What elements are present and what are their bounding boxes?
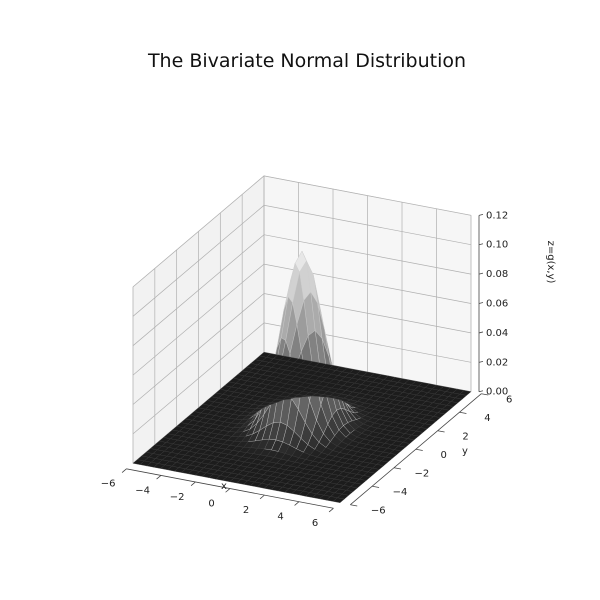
- y-tick-mark: [459, 411, 467, 414]
- y-tick-mark: [415, 448, 423, 451]
- y-tick-mark: [437, 430, 445, 433]
- y-tick-label: −4: [393, 487, 408, 498]
- z-tick-label: 0.06: [486, 299, 508, 310]
- z-tick-mark: [478, 213, 484, 216]
- x-tick-mark: [328, 507, 334, 513]
- x-tick-mark: [190, 481, 196, 486]
- z-tick-mark: [478, 331, 484, 334]
- y-tick-mark: [393, 467, 401, 470]
- y-tick-label: 0: [441, 450, 447, 461]
- z-tick-mark: [478, 243, 484, 246]
- x-tick-mark: [225, 488, 231, 493]
- y-tick-mark: [350, 504, 358, 507]
- z-tick-label: 0.02: [486, 357, 508, 368]
- z-axis-label: z=g(x,y): [545, 241, 556, 284]
- x-tick-label: −2: [170, 492, 185, 503]
- y-tick-label: 2: [462, 432, 468, 443]
- y-axis-label: y: [462, 446, 468, 457]
- x-tick-label: −6: [101, 479, 116, 490]
- surface: [132, 250, 472, 503]
- x-tick-label: 4: [277, 512, 283, 523]
- x-tick-mark: [156, 475, 162, 480]
- x-tick-mark: [259, 494, 265, 500]
- y-tick-label: −6: [371, 506, 386, 517]
- y-tick-label: −2: [415, 469, 430, 480]
- z-tick-mark: [478, 272, 484, 275]
- chart-title: The Bivariate Normal Distribution: [147, 50, 466, 72]
- axes: −6−4−20246−6−4−202460.000.020.040.060.08…: [101, 210, 513, 529]
- x-tick-mark: [294, 501, 300, 506]
- x-tick-label: 6: [312, 518, 318, 529]
- x-tick-label: 0: [208, 498, 214, 509]
- z-tick-mark: [478, 302, 484, 304]
- z-tick-label: 0.04: [486, 328, 508, 339]
- z-tick-mark: [478, 390, 484, 393]
- y-tick-label: 4: [484, 413, 490, 424]
- x-axis-label: x: [221, 481, 227, 492]
- surface-patch: [259, 352, 272, 358]
- x-tick-mark: [121, 468, 127, 473]
- z-tick-label: 0.00: [486, 387, 508, 398]
- y-tick-mark: [481, 393, 489, 396]
- x-tick-label: 2: [243, 505, 249, 516]
- x-tick-label: −4: [135, 485, 150, 496]
- z-tick-label: 0.12: [486, 210, 508, 221]
- y-tick-mark: [372, 485, 380, 488]
- z-tick-label: 0.10: [486, 240, 508, 251]
- z-tick-label: 0.08: [486, 269, 508, 280]
- y-tick-label: 6: [506, 395, 512, 406]
- z-tick-mark: [478, 360, 484, 363]
